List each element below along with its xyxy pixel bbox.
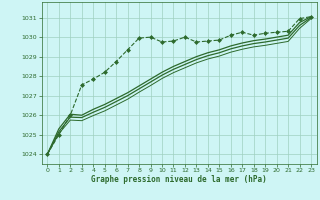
X-axis label: Graphe pression niveau de la mer (hPa): Graphe pression niveau de la mer (hPa) xyxy=(91,175,267,184)
